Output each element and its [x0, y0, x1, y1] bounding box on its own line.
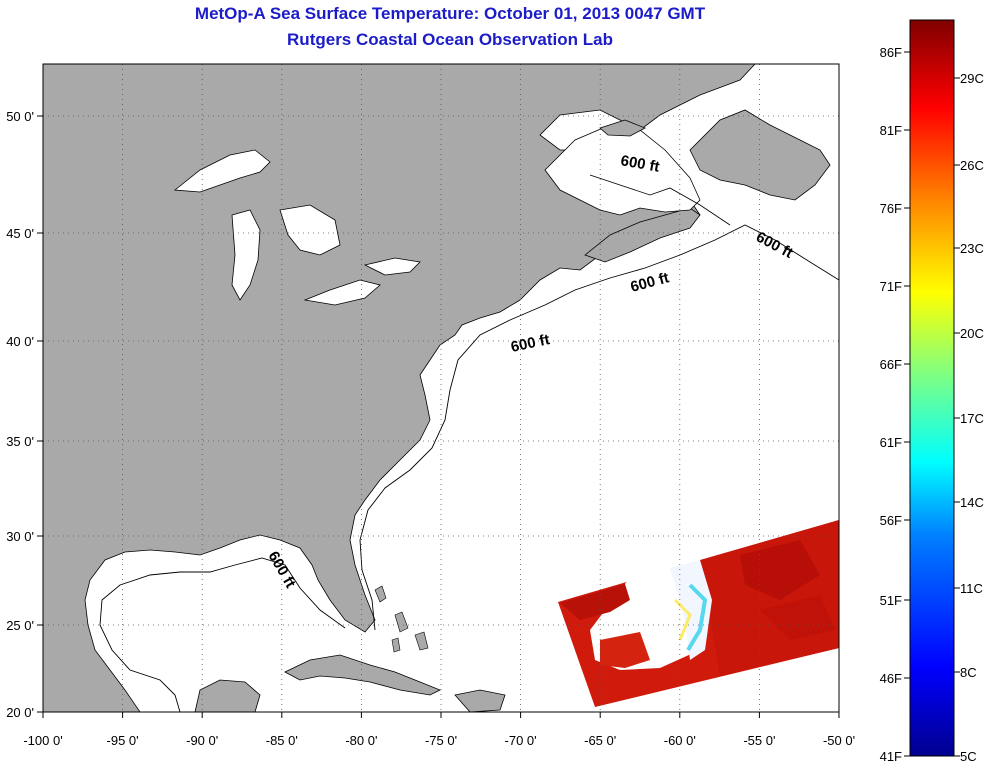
lon-tick-label: -50 0': [823, 733, 855, 748]
colorbar-c-label: 26C: [960, 158, 984, 173]
colorbar-f-label: 41F: [880, 749, 902, 764]
colorbar: [909, 19, 955, 757]
lat-tick-label: 45 0': [6, 226, 34, 241]
lat-tick-label: 40 0': [6, 334, 34, 349]
lat-tick-label: 20 0': [6, 705, 34, 720]
bathymetry-contour-gulf: [99, 557, 346, 712]
longitude-axis: -100 0' -95 0' -90 0' -85 0' -80 0' -75 0' -70…: [23, 712, 855, 748]
bathymetry-contour-atlantic: [359, 224, 839, 631]
colorbar-c-label: 8C: [960, 665, 977, 680]
map-title: MetOp-A Sea Surface Temperature: October…: [194, 4, 706, 23]
colorbar-c-label: 17C: [960, 411, 984, 426]
lon-tick-label: -60 0': [664, 733, 696, 748]
lon-tick-label: -90 0': [186, 733, 218, 748]
colorbar-c-label: 29C: [960, 71, 984, 86]
colorbar-f-label: 61F: [880, 435, 902, 450]
cuba-land: [284, 654, 441, 696]
colorbar-f-label: 76F: [880, 201, 902, 216]
sst-satellite-swath: [558, 520, 839, 707]
lat-tick-label: 50 0': [6, 109, 34, 124]
latitude-axis: 50 0' 45 0' 40 0' 35 0' 30 0' 25 0' 20 0': [6, 109, 43, 720]
lon-tick-label: -75 0': [425, 733, 457, 748]
colorbar-celsius-labels: 29C 26C 23C 20C 17C 14C 11C 8C 5C: [954, 71, 984, 764]
lake-michigan: [231, 209, 261, 301]
colorbar-f-label: 56F: [880, 513, 902, 528]
colorbar-f-label: 86F: [880, 45, 902, 60]
lon-tick-label: -95 0': [107, 733, 139, 748]
colorbar-c-label: 11C: [960, 581, 983, 596]
lon-tick-label: -55 0': [743, 733, 775, 748]
lake-superior: [173, 149, 271, 193]
map-subtitle: Rutgers Coastal Ocean Observation Lab: [287, 30, 613, 49]
lon-tick-label: -80 0': [345, 733, 377, 748]
colorbar-c-label: 5C: [960, 749, 977, 764]
colorbar-f-label: 46F: [880, 671, 902, 686]
lon-tick-label: -100 0': [23, 733, 62, 748]
colorbar-f-label: 66F: [880, 357, 902, 372]
lake-erie: [303, 279, 381, 306]
anticosti-island: [599, 119, 646, 137]
colorbar-f-label: 81F: [880, 123, 902, 138]
lat-tick-label: 35 0': [6, 434, 34, 449]
colorbar-c-label: 20C: [960, 326, 984, 341]
lon-tick-label: -70 0': [505, 733, 537, 748]
colorbar-c-label: 23C: [960, 241, 984, 256]
bahamas-islands: [374, 585, 429, 653]
nova-scotia-land: [584, 207, 701, 263]
colorbar-c-label: 14C: [960, 495, 984, 510]
lon-tick-label: -85 0': [266, 733, 298, 748]
colorbar-fahrenheit-labels: 86F 81F 76F 71F 66F 61F 56F 51F 46F 41F: [880, 45, 910, 764]
contour-label-1: 600 ft: [619, 152, 661, 176]
lake-ontario: [363, 257, 421, 276]
colorbar-f-label: 71F: [880, 279, 902, 294]
lake-huron: [279, 204, 341, 256]
lon-tick-label: -65 0': [584, 733, 616, 748]
lat-tick-label: 25 0': [6, 618, 34, 633]
yucatan-land: [194, 679, 261, 712]
hispaniola-land: [454, 689, 506, 712]
newfoundland-land: [689, 109, 831, 201]
lat-tick-label: 30 0': [6, 529, 34, 544]
grid-lines: [43, 64, 839, 712]
colorbar-f-label: 51F: [880, 593, 902, 608]
bathymetry-contour-canada: [589, 174, 731, 226]
